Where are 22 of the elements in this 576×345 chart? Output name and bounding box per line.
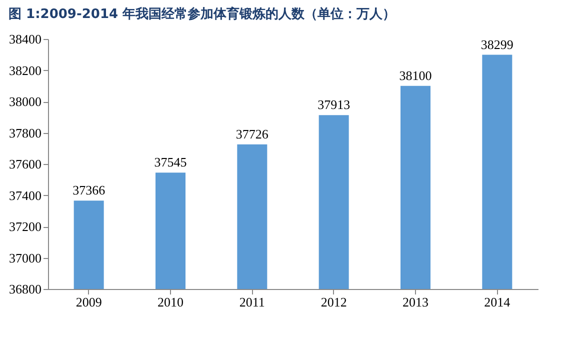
x-tick-label: 2009 [76, 294, 102, 310]
y-tick-label: 38000 [9, 94, 42, 109]
y-tick-label: 37400 [9, 188, 42, 203]
x-tick-label: 2013 [402, 294, 428, 310]
data-label: 37545 [154, 154, 187, 170]
data-label: 37726 [236, 126, 269, 142]
data-label: 38100 [399, 68, 432, 83]
y-tick-label: 38400 [9, 32, 42, 46]
x-tick-label: 2010 [158, 294, 184, 310]
y-tick-label: 37800 [9, 125, 42, 140]
y-tick-label: 37000 [9, 250, 42, 266]
y-tick-label: 37600 [9, 156, 42, 172]
data-label: 38299 [480, 36, 514, 52]
y-tick-label: 38200 [9, 62, 42, 78]
data-label: 37913 [318, 97, 350, 112]
y-tick-label: 36800 [9, 282, 42, 296]
x-tick-label: 2014 [484, 294, 511, 310]
x-tick-label: 2012 [320, 294, 347, 310]
data-label: 37366 [72, 182, 106, 198]
x-tick-label: 2011 [239, 294, 265, 310]
y-tick-label: 37200 [9, 219, 42, 234]
chart-title: 图 1:2009-2014 年我国经常参加体育锻炼的人数（单位：万人） [8, 6, 396, 22]
